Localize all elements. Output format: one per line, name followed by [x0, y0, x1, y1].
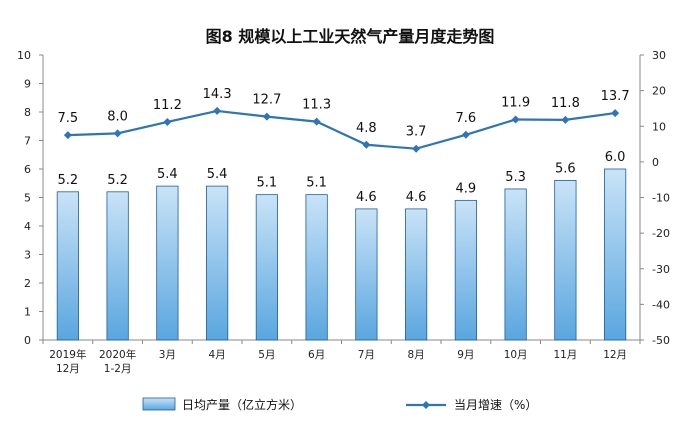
x-tick-label: 2020年 — [99, 348, 136, 361]
line-data-label: 4.8 — [356, 121, 377, 136]
bar — [454, 199, 477, 341]
line-data-label: 13.7 — [601, 89, 630, 104]
right-tick-label: -20 — [652, 227, 670, 240]
x-tick-label: 12月 — [56, 363, 80, 375]
x-tick-label: 9月 — [457, 349, 474, 361]
line-point — [262, 112, 271, 121]
bar — [604, 168, 627, 341]
line-data-label: 7.5 — [58, 111, 79, 126]
bar-data-label: 6.0 — [605, 150, 626, 165]
x-tick-label: 7月 — [358, 349, 375, 361]
x-tick-label: 6月 — [308, 349, 325, 361]
left-tick-label: 9 — [24, 78, 31, 91]
x-tick-label: 1-2月 — [104, 363, 132, 375]
left-tick-label: 4 — [24, 220, 31, 233]
legend-bar-swatch — [142, 397, 176, 411]
line-point — [63, 131, 72, 140]
line-data-label: 7.6 — [456, 111, 477, 126]
growth-line — [67, 109, 616, 150]
x-axis-labels: 2019年 12月 2020年 1-2月 3月 4月 5月 6月 7月 8月 9月 10月 11月 12月 — [49, 348, 627, 375]
legend-line-label: 当月增速（%） — [454, 398, 537, 412]
x-tick-label: 5月 — [258, 349, 275, 361]
bar-data-label: 4.6 — [356, 190, 377, 205]
line-point — [213, 106, 222, 115]
bar — [305, 194, 328, 341]
x-tick-label: 10月 — [504, 349, 528, 361]
left-tick-label: 1 — [24, 306, 31, 319]
right-tick-label: -50 — [652, 334, 670, 347]
right-tick-label: 20 — [652, 85, 666, 98]
bar-data-label: 5.4 — [207, 167, 228, 182]
line-point — [511, 115, 520, 124]
right-tick-label: 10 — [652, 120, 666, 133]
bar-data-label: 5.6 — [555, 161, 576, 176]
bar — [106, 191, 129, 341]
left-tick-label: 7 — [24, 135, 31, 148]
bar-data-label: 5.2 — [107, 173, 128, 188]
line-data-label: 11.9 — [501, 95, 530, 110]
line-data-label: 14.3 — [203, 87, 232, 102]
line-data-label: 11.2 — [153, 98, 182, 113]
line-data-label: 11.8 — [551, 96, 580, 111]
right-tick-label: -30 — [652, 263, 670, 276]
bar — [255, 194, 278, 341]
bar-series: 5.2 5.2 5.4 5.4 5.1 5.1 4.6 4.6 4.9 5.3 5.6 6.0 — [56, 150, 627, 341]
bar — [355, 208, 378, 341]
line-point — [312, 117, 321, 126]
legend: 日均产量（亿立方米） 当月增速（%） — [142, 397, 537, 412]
chart-title: 图8 规模以上工业天然气产量月度走势图 — [206, 27, 495, 46]
left-tick-label: 3 — [24, 249, 31, 262]
line-point — [163, 117, 172, 126]
line-point — [611, 109, 620, 118]
legend-line-marker — [422, 401, 430, 409]
x-tick-label: 11月 — [553, 349, 577, 361]
line-point — [362, 140, 371, 149]
bar — [156, 185, 179, 341]
left-tick-label: 2 — [24, 277, 31, 290]
line-data-label: 3.7 — [406, 125, 427, 140]
line-data-label: 11.3 — [302, 98, 331, 113]
x-tick-label: 4月 — [209, 349, 226, 361]
bar-data-label: 5.2 — [58, 173, 79, 188]
line-point — [412, 144, 421, 153]
bar — [56, 191, 79, 341]
bar-data-label: 5.1 — [257, 176, 278, 191]
right-tick-label: 30 — [652, 49, 666, 62]
axes: 0 1 2 3 4 5 6 7 8 9 10 -50 -40 -30 -20 -10 0 10 20 30 — [17, 49, 670, 347]
line-point — [561, 115, 570, 124]
left-tick-label: 6 — [24, 163, 31, 176]
line-point — [461, 130, 470, 139]
bar — [554, 179, 577, 341]
bar — [206, 185, 229, 341]
bar-data-label: 5.3 — [505, 170, 526, 185]
bar — [504, 188, 527, 341]
line-series: 7.5 8.0 11.2 14.3 12.7 11.3 4.8 3.7 7.6 11.9 11.8 1… — [58, 87, 630, 153]
left-tick-label: 5 — [24, 192, 31, 205]
bar — [405, 208, 428, 341]
x-tick-label: 8月 — [408, 349, 425, 361]
legend-bar-label: 日均产量（亿立方米） — [182, 397, 302, 412]
line-data-label: 12.7 — [252, 93, 281, 108]
left-tick-label: 8 — [24, 106, 31, 119]
bar-data-label: 5.1 — [306, 176, 327, 191]
right-tick-label: -40 — [652, 298, 670, 311]
x-tick-label: 12月 — [603, 349, 627, 361]
left-tick-label: 10 — [17, 49, 31, 62]
left-tick-label: 0 — [24, 334, 31, 347]
x-tick-label: 3月 — [159, 349, 176, 361]
bar-data-label: 4.6 — [406, 190, 427, 205]
right-tick-label: 0 — [652, 156, 659, 169]
bar-data-label: 4.9 — [456, 181, 477, 196]
x-tick-label: 2019年 — [49, 348, 86, 361]
right-tick-label: -10 — [652, 192, 670, 205]
line-data-label: 8.0 — [107, 109, 128, 124]
bar-data-label: 5.4 — [157, 167, 178, 182]
line-point — [113, 129, 122, 138]
